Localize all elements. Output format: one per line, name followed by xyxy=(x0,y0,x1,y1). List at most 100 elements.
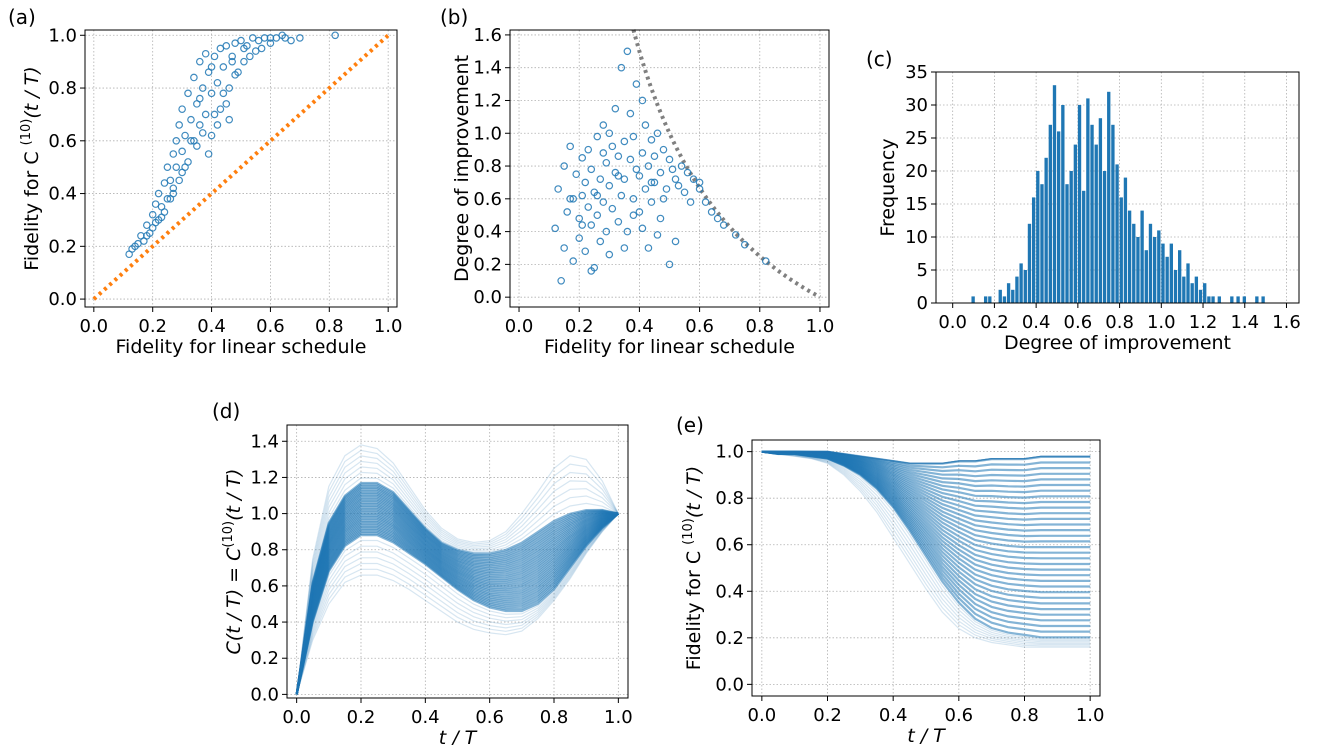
panel-a-point xyxy=(148,210,157,219)
panel-c-ytick-label: 5 xyxy=(917,260,928,281)
panel-b-point xyxy=(641,121,650,129)
panel-b-point xyxy=(551,224,559,233)
panel-d-xtick-label: 0.8 xyxy=(540,707,569,728)
panel-a-point xyxy=(210,110,219,119)
panel-a-point xyxy=(266,34,275,42)
panel-b-letter: (b) xyxy=(440,5,468,29)
panel-a-point xyxy=(169,184,178,193)
panel-a-point xyxy=(172,137,181,145)
panel-a-point xyxy=(201,49,210,58)
panel-b-point xyxy=(647,178,656,187)
panel-c-bar xyxy=(1065,184,1069,303)
panel-a-point xyxy=(187,137,195,145)
panel-b-point xyxy=(629,195,638,203)
panel-b-point xyxy=(629,132,638,141)
panel-e-curve xyxy=(761,451,1091,644)
panel-c-bar xyxy=(1090,124,1094,303)
panel-a-xtick-label: 0.0 xyxy=(80,316,109,337)
panel-a-frame xyxy=(84,29,398,308)
panel-a-point xyxy=(163,195,172,203)
panel-c-bar xyxy=(1198,289,1203,303)
panel-c-bar xyxy=(1119,197,1123,303)
panel-a-point xyxy=(201,110,210,119)
panel-c-bar xyxy=(1190,283,1194,303)
panel-c-bar xyxy=(1048,124,1052,303)
panel-d-curve xyxy=(295,512,619,695)
panel-c-bar xyxy=(1182,276,1186,303)
panel-e-curve xyxy=(761,451,1091,464)
panel-a-point xyxy=(204,150,213,158)
panel-e-curve xyxy=(761,451,1091,648)
panel-b-point xyxy=(593,191,602,200)
panel-b-ytick-label: 0.2 xyxy=(473,254,502,275)
panel-c-bar xyxy=(1115,164,1119,303)
panel-b-point xyxy=(641,185,650,193)
panel-b-point xyxy=(731,231,740,239)
panel-b-point xyxy=(620,244,629,252)
panel-d-curves: 0.0 0.2 0.4 0.6 0.8 1.0 0.0 0.2 0.4 0.6 0.8 1.0 1.2 1… xyxy=(221,424,633,745)
panel-c-bar xyxy=(1211,296,1215,303)
panel-c-bar xyxy=(1073,144,1078,303)
panel-d-ylabel-part: (t / T) xyxy=(223,469,245,521)
panel-a-point xyxy=(228,57,236,66)
panel-c-bar xyxy=(998,289,1002,303)
panel-a-xtick-label: 0.2 xyxy=(138,316,167,337)
panel-c-bar xyxy=(1061,105,1065,303)
panel-c-bar xyxy=(1077,105,1082,303)
panel-c-frame xyxy=(935,71,1300,304)
panel-a-point xyxy=(207,131,216,140)
panel-b-point xyxy=(554,185,562,193)
panel-a-point xyxy=(231,71,239,79)
panel-c-bar xyxy=(988,296,992,303)
panel-c-bar xyxy=(1261,296,1265,303)
panel-c-histogram: 0.0 0.2 0.4 0.6 0.8 1.0 1.2 1.4 1.6 0 5 10 15 20 25 30 3… xyxy=(877,62,1301,354)
panel-c-xtick-label: 0.0 xyxy=(938,312,967,333)
panel-b-point xyxy=(614,172,623,180)
panel-d-curve xyxy=(295,491,619,695)
panel-c-bar xyxy=(1111,124,1115,303)
panel-d-curve xyxy=(295,498,619,695)
panel-b-point xyxy=(644,162,653,170)
panel-c-bar xyxy=(1140,210,1144,303)
panel-c-ylabel: Frequency xyxy=(877,138,899,236)
panel-b-point xyxy=(647,136,656,144)
panel-a-point xyxy=(207,63,216,71)
panel-a-point xyxy=(240,44,248,53)
panel-b-point xyxy=(695,178,704,187)
panel-b-xlabel: Fidelity for linear schedule xyxy=(544,336,795,358)
panel-b-ytick-label: 0.0 xyxy=(473,287,502,308)
panel-b-point xyxy=(638,224,647,233)
panel-c-bar xyxy=(1161,243,1165,303)
panel-b-ylabel-part: Degree of improvement xyxy=(451,55,473,282)
panel-b-point xyxy=(605,250,614,259)
panel-a-point xyxy=(169,150,178,158)
panel-e-xlabel: t / T xyxy=(907,725,946,745)
panel-b-point xyxy=(686,198,695,206)
panel-d-curve xyxy=(295,503,619,695)
panel-e-curve xyxy=(761,451,1091,645)
panel-a-xtick-label: 0.8 xyxy=(315,316,344,337)
panel-b-point xyxy=(650,152,659,161)
panel-a-ylabel-part: (t / T) xyxy=(21,66,43,118)
panel-b-frame xyxy=(509,29,830,308)
panel-c-bar xyxy=(1230,296,1234,303)
panel-d-letter: (d) xyxy=(212,399,240,423)
panel-d-curve xyxy=(296,455,619,695)
panel-b-point xyxy=(635,208,644,216)
panel-c-bar xyxy=(1136,237,1140,303)
panel-b-point xyxy=(650,178,659,187)
panel-c-ytick-label: 35 xyxy=(905,62,928,83)
panel-b-point xyxy=(620,175,629,183)
panel-c-bar xyxy=(1107,91,1111,303)
panel-d-curve xyxy=(295,504,619,695)
panel-b-point xyxy=(596,175,605,183)
panel-b-point xyxy=(575,214,584,223)
panel-d-curve xyxy=(295,512,619,695)
panel-d-ylabel-part: (10) xyxy=(221,521,236,548)
panel-a-point xyxy=(198,129,207,137)
panel-b-point xyxy=(671,237,680,246)
panel-d-xtick-label: 0.4 xyxy=(411,707,440,728)
panel-e-ylabel-part: (t / T) xyxy=(683,466,705,518)
panel-b-point xyxy=(629,211,638,220)
panel-c-bar xyxy=(1132,223,1136,303)
